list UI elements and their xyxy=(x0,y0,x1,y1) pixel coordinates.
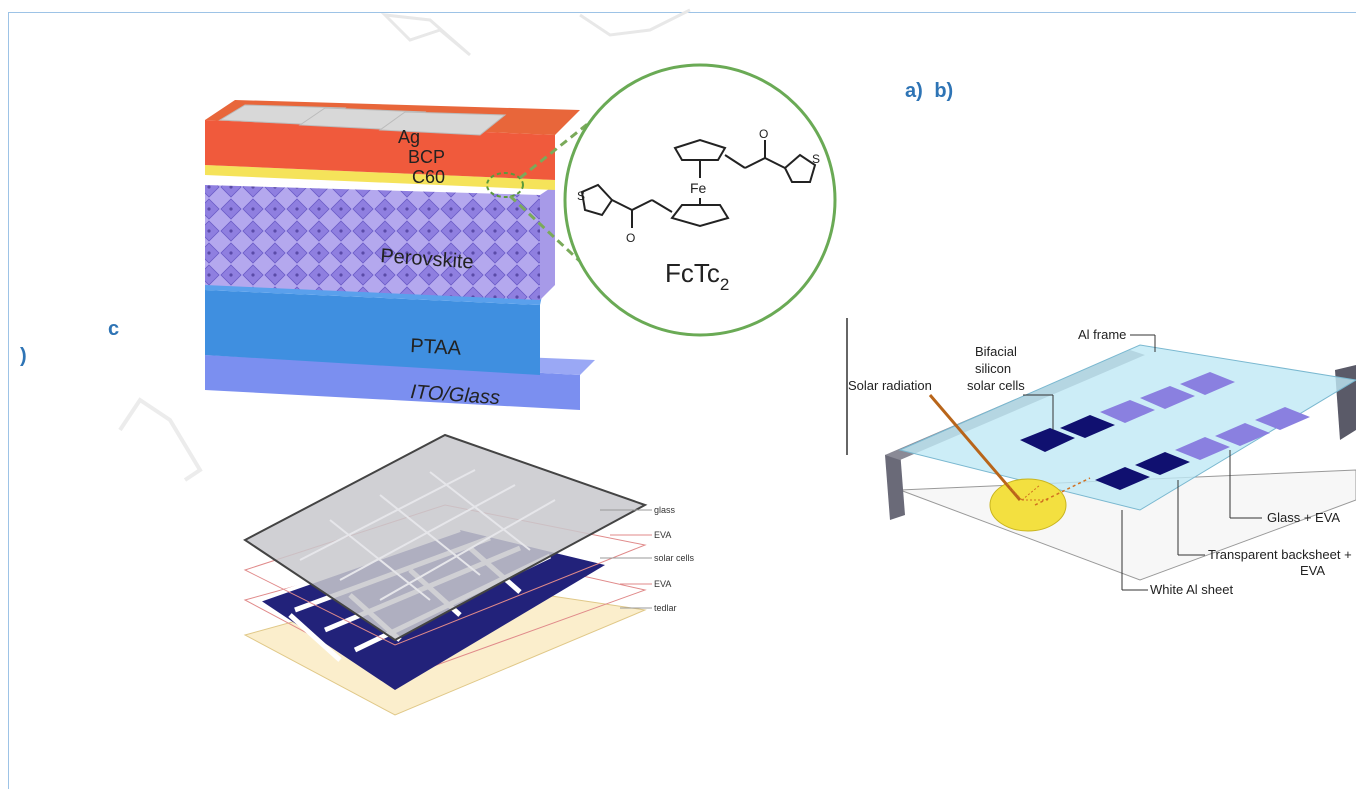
layer-label-bcp: BCP xyxy=(408,147,445,167)
stack-label-glass: glass xyxy=(654,505,676,515)
layer-label-ptaa: PTAA xyxy=(410,335,462,360)
ito-layer xyxy=(205,355,580,410)
layer-label-c60: C60 xyxy=(412,167,445,187)
c60-layer xyxy=(205,165,555,190)
panel-label-c-paren: ) xyxy=(20,345,27,367)
zoom-source-ellipse xyxy=(486,172,524,198)
perovskite-layer xyxy=(205,185,540,300)
label-al-frame: Al frame xyxy=(1078,327,1126,342)
label-bifacial-3: solar cells xyxy=(967,378,1025,393)
ptaa-layer xyxy=(205,290,540,375)
label-transparent-2: EVA xyxy=(1300,563,1325,578)
label-solar-radiation: Solar radiation xyxy=(848,378,932,393)
o-label: O xyxy=(626,231,635,245)
bcp-layer xyxy=(205,120,555,180)
ag-strip xyxy=(378,111,507,136)
stack-label-eva-lower: EVA xyxy=(654,579,671,589)
fctc2-molecule xyxy=(580,138,817,228)
panel-label-ab: a) b) xyxy=(905,80,954,102)
molecule-subscript: 2 xyxy=(720,275,729,294)
panel-label-c-letter: c xyxy=(108,318,120,340)
molecule-label: FcTc2 xyxy=(665,258,729,294)
bifacial-cells xyxy=(1020,372,1310,490)
glass-layer xyxy=(243,433,648,642)
layer-label-ag: Ag xyxy=(398,127,420,147)
stack-label-eva-upper: EVA xyxy=(654,530,671,540)
fe-label: Fe xyxy=(690,180,707,196)
s-label: S xyxy=(577,189,585,203)
stack-label-solar-cells: solar cells xyxy=(654,553,695,563)
label-bifacial-1: Bifacial xyxy=(975,344,1017,359)
label-glass-eva: Glass + EVA xyxy=(1267,510,1340,525)
s-label: S xyxy=(812,152,820,166)
stack-label-tedlar: tedlar xyxy=(654,603,677,613)
label-transparent-1: Transparent backsheet + xyxy=(1208,547,1352,562)
label-white-al: White Al sheet xyxy=(1150,582,1233,597)
scatter-dome xyxy=(989,478,1067,532)
label-bifacial-2: silicon xyxy=(975,361,1011,376)
o-label: O xyxy=(759,127,768,141)
glass-eva-panel xyxy=(898,344,1356,511)
